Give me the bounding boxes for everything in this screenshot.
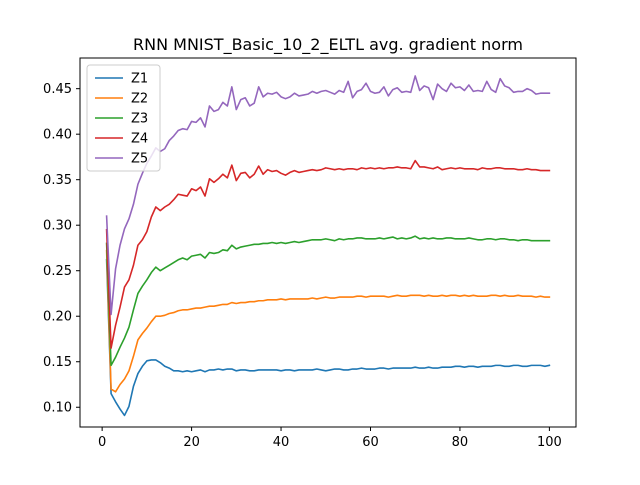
y-tick-label: 0.30 <box>43 219 72 234</box>
x-tick-label: 40 <box>273 435 290 450</box>
chart-title: RNN MNIST_Basic_10_2_ELTL avg. gradient … <box>133 35 523 55</box>
x-tick-label: 80 <box>452 435 469 450</box>
series-line-z2 <box>105 249 551 393</box>
y-tick-label: 0.35 <box>43 173 72 188</box>
plot-frame <box>79 57 577 428</box>
legend: Z1 Z2 Z3 Z4 Z5 <box>86 64 161 172</box>
series-line-z1 <box>105 258 551 417</box>
legend-label-z4: Z4 <box>131 132 148 147</box>
series-line-z4 <box>105 159 551 349</box>
legend-label-z2: Z2 <box>131 92 148 107</box>
x-tick-label: 20 <box>183 435 200 450</box>
y-tick-label: 0.15 <box>43 355 72 370</box>
series-line-z3 <box>105 235 551 367</box>
y-tick-label: 0.10 <box>43 401 72 416</box>
axes-layer: 0 20 40 60 80 100 0.10 0.15 0.20 0.25 0.30 0.35 0.40… <box>43 57 577 450</box>
x-tick-label: 0 <box>98 435 106 450</box>
series-line-z5 <box>105 75 551 316</box>
legend-label-z5: Z5 <box>131 152 148 167</box>
y-tick-label: 0.40 <box>43 128 72 143</box>
legend-label-z1: Z1 <box>131 72 148 87</box>
legend-box <box>86 64 161 172</box>
legend-label-z3: Z3 <box>131 112 148 127</box>
x-tick-label: 100 <box>537 435 562 450</box>
y-tick-label: 0.45 <box>43 82 72 97</box>
y-tick-label: 0.20 <box>43 310 72 325</box>
y-tick-label: 0.25 <box>43 264 72 279</box>
series-layer <box>105 75 551 417</box>
x-tick-label: 60 <box>362 435 379 450</box>
